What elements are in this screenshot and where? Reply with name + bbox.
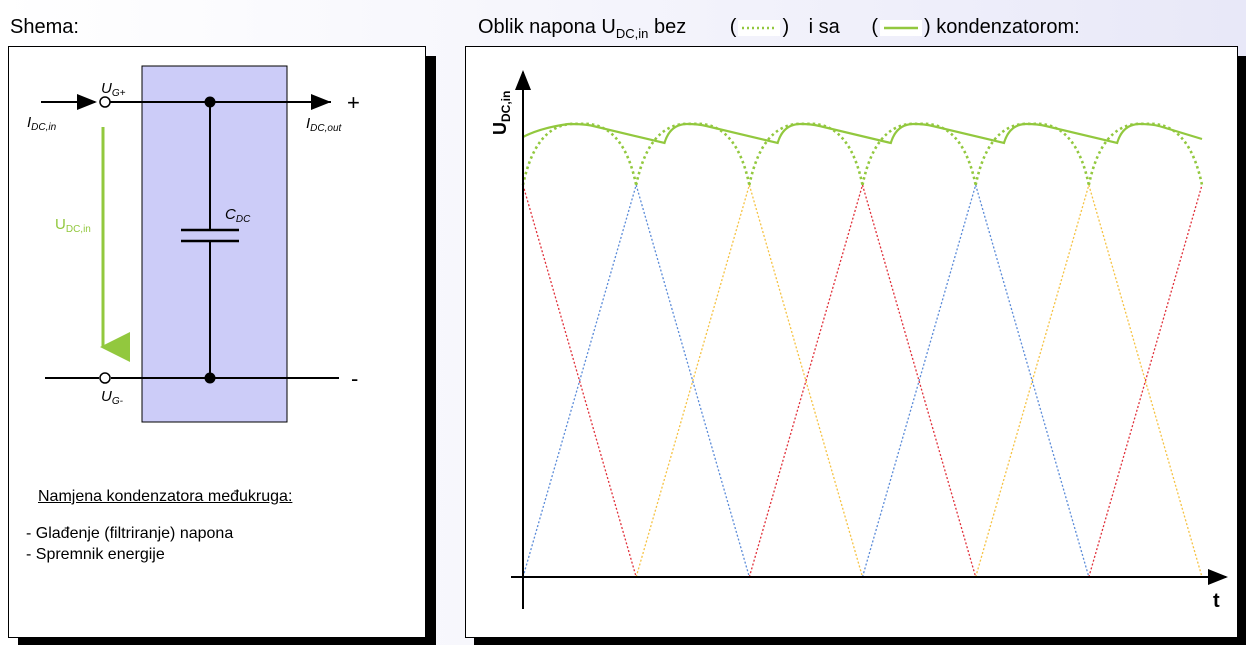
phase-line-up — [1088, 184, 1203, 578]
cdc-label: CDC — [225, 206, 251, 225]
plus-label: + — [347, 90, 360, 115]
waveform-panel: UDC,in t — [465, 46, 1238, 638]
ug-plus-label: UG+ — [101, 80, 126, 99]
udc-in-label: UDC,in — [55, 216, 91, 235]
heading-sub: DC,in — [615, 26, 649, 41]
purpose-item-smoothing: - Glađenje (filtriranje) napona — [26, 525, 234, 542]
legend-open-1: ( — [729, 16, 737, 38]
legend-mid-2: i sa — [808, 16, 840, 38]
legend-close-2: ) kondenzatorom: — [924, 16, 1080, 38]
waveform-curves — [521, 122, 1204, 578]
smoothed-voltage-solid — [522, 122, 1203, 145]
circuit-diagram: UG+ IDC,in + IDC,out CDC UDC,in - UG- — [27, 65, 360, 423]
y-axis-label: UDC,in — [490, 91, 513, 135]
ug-minus-label: UG- — [101, 388, 124, 407]
ug-minus-terminal — [99, 372, 111, 384]
schematic-panel: UG+ IDC,in + IDC,out CDC UDC,in - UG- — [8, 46, 426, 638]
purpose-item-storage: - Spremnik energije — [26, 546, 165, 563]
ug-plus-terminal — [99, 96, 111, 108]
waveform-diagram: UDC,in t — [490, 70, 1228, 612]
phase-line-up — [635, 184, 750, 578]
legend-close-1: ) — [782, 16, 790, 38]
heading-prefix: Oblik napona U — [478, 16, 616, 38]
phase-line-up — [522, 184, 637, 578]
legend-dotted-swatch — [738, 19, 781, 36]
phase-line-up — [861, 184, 977, 578]
phase-line-up — [975, 184, 1090, 578]
x-axis-label: t — [1213, 590, 1220, 612]
idc-in-label: IDC,in — [27, 114, 57, 133]
phase-line-up — [748, 184, 864, 578]
purpose-title: Namjena kondenzatora međukruga: — [38, 488, 293, 505]
legend-solid-swatch — [880, 19, 923, 36]
schematic-heading: Shema: — [10, 16, 79, 38]
waveform-heading: Oblik napona UDC,in bez () i sa ( ) konde… — [478, 16, 1080, 41]
legend-open-2: ( — [871, 16, 879, 38]
capacitor-box — [141, 65, 288, 423]
minus-label: - — [351, 366, 358, 391]
heading-mid1: bez — [648, 16, 687, 38]
idc-out-label: IDC,out — [306, 115, 343, 134]
